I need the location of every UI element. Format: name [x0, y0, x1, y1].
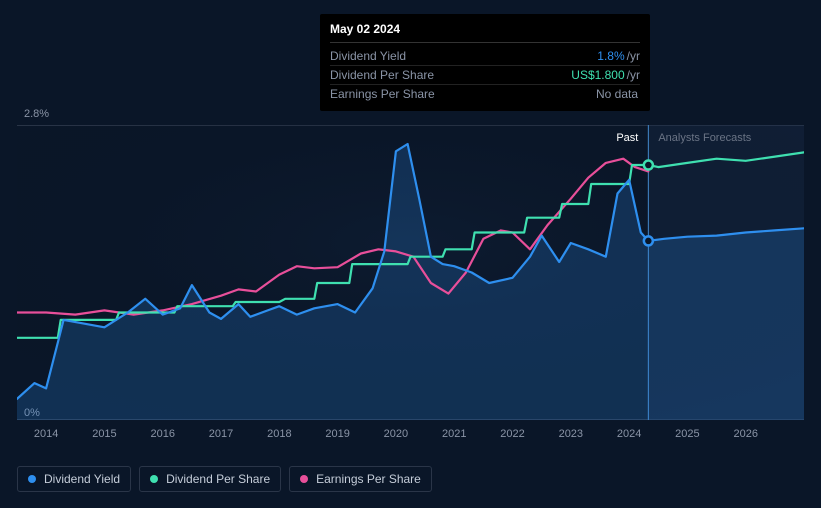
legend-label: Dividend Yield [44, 472, 120, 486]
x-tick: 2021 [442, 428, 466, 440]
x-tick: 2023 [559, 428, 583, 440]
legend-label: Earnings Per Share [316, 472, 421, 486]
x-tick: 2017 [209, 428, 233, 440]
x-tick: 2022 [500, 428, 524, 440]
x-axis: 2014 2015 2016 2017 2018 2019 2020 2021 2022 2023… [17, 428, 804, 448]
tooltip-value: 1.8%/yr [597, 49, 640, 63]
y-axis-max: 2.8% [24, 108, 49, 120]
forecast-section-label: Analysts Forecasts [658, 132, 751, 144]
legend-dot [300, 475, 308, 483]
chart-tooltip: May 02 2024 Dividend Yield 1.8%/yr Divid… [320, 14, 650, 111]
legend-item-earnings-per-share[interactable]: Earnings Per Share [289, 466, 432, 492]
tooltip-value: US$1.800/yr [571, 68, 640, 82]
chart-legend: Dividend Yield Dividend Per Share Earnin… [17, 466, 432, 492]
tooltip-row: Dividend Yield 1.8%/yr [330, 47, 640, 66]
dividend-chart: May 02 2024 Dividend Yield 1.8%/yr Divid… [0, 0, 821, 508]
legend-item-dividend-yield[interactable]: Dividend Yield [17, 466, 131, 492]
x-tick: 2024 [617, 428, 641, 440]
legend-item-dividend-per-share[interactable]: Dividend Per Share [139, 466, 281, 492]
tooltip-row: Dividend Per Share US$1.800/yr [330, 66, 640, 85]
tooltip-date: May 02 2024 [330, 22, 640, 43]
legend-dot [28, 475, 36, 483]
tooltip-label: Earnings Per Share [330, 87, 435, 101]
x-tick: 2020 [384, 428, 408, 440]
tooltip-label: Dividend Per Share [330, 68, 434, 82]
x-tick: 2026 [733, 428, 757, 440]
x-tick: 2015 [92, 428, 116, 440]
x-tick: 2014 [34, 428, 58, 440]
legend-label: Dividend Per Share [166, 472, 270, 486]
x-tick: 2016 [150, 428, 174, 440]
x-tick: 2019 [325, 428, 349, 440]
past-section-label: Past [616, 132, 638, 144]
x-tick: 2018 [267, 428, 291, 440]
tooltip-row: Earnings Per Share No data [330, 85, 640, 103]
legend-dot [150, 475, 158, 483]
tooltip-label: Dividend Yield [330, 49, 406, 63]
x-tick: 2025 [675, 428, 699, 440]
tooltip-value: No data [596, 87, 640, 101]
chart-svg [17, 125, 804, 420]
